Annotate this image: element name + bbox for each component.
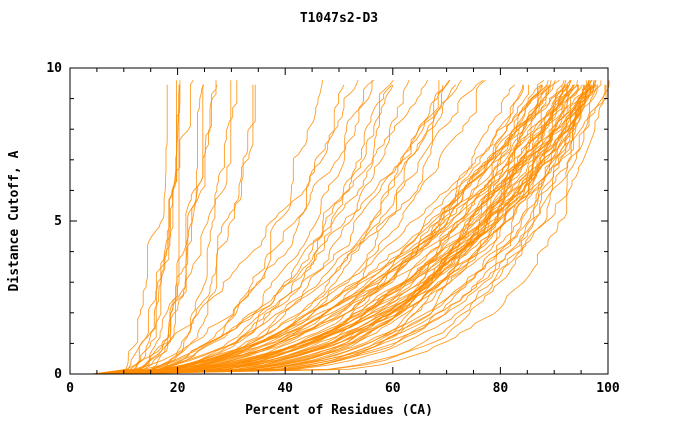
x-axis-label: Percent of Residues (CA) <box>245 403 433 418</box>
model-curve <box>106 84 578 375</box>
model-curve <box>93 80 232 375</box>
curve-lines-group <box>92 79 610 375</box>
y-axis-label: Distance Cutoff, A <box>7 150 22 291</box>
model-curve <box>101 84 218 375</box>
model-curve <box>105 79 450 375</box>
model-curve <box>104 79 560 375</box>
model-curve <box>102 84 393 375</box>
model-curve <box>92 84 565 375</box>
model-curve <box>104 79 593 375</box>
chart-title: T1047s2-D3 <box>300 11 378 26</box>
x-tick-label: 60 <box>385 381 401 396</box>
x-tick-label: 40 <box>277 381 293 396</box>
model-curve <box>106 80 571 375</box>
model-curve <box>100 84 444 375</box>
y-tick-label: 5 <box>54 214 62 229</box>
model-curve <box>106 84 256 375</box>
model-curve <box>109 84 597 375</box>
x-tick-label: 20 <box>170 381 186 396</box>
model-curve <box>109 84 457 375</box>
model-curve <box>110 80 238 375</box>
model-curve <box>97 80 595 375</box>
model-curve <box>98 84 579 375</box>
model-curve <box>98 79 451 375</box>
model-curve <box>111 80 595 375</box>
model-curve <box>105 80 590 375</box>
model-curve <box>95 79 194 375</box>
plot-frame <box>69 67 609 375</box>
model-curve <box>99 79 571 375</box>
x-tick-label: 0 <box>66 381 74 396</box>
model-curve <box>99 79 462 375</box>
model-curve <box>95 80 181 375</box>
model-curve <box>97 84 607 375</box>
model-curve <box>106 84 591 375</box>
model-curve <box>103 80 556 375</box>
model-curve <box>103 84 254 375</box>
y-tick-label: 10 <box>46 61 62 76</box>
model-curve <box>95 80 596 375</box>
model-curve <box>106 84 181 375</box>
model-curve <box>105 80 217 375</box>
model-curve <box>101 80 440 375</box>
tick-labels-group: 0 20 40 60 80 100 0 5 10 <box>46 61 620 396</box>
y-tick-label: 0 <box>54 367 62 382</box>
x-tick-label: 100 <box>596 381 620 396</box>
model-curve <box>94 84 606 375</box>
model-curve <box>106 84 205 375</box>
model-curve <box>111 84 394 375</box>
model-curve <box>95 84 543 375</box>
model-curve <box>99 79 394 375</box>
model-curve <box>97 80 177 375</box>
model-curve <box>94 80 359 375</box>
model-curve <box>104 84 345 375</box>
model-curve <box>98 80 610 375</box>
model-curve <box>99 79 375 375</box>
model-curve <box>112 79 486 375</box>
model-curve <box>95 79 593 375</box>
model-curve <box>93 84 168 375</box>
model-curve <box>116 80 429 375</box>
model-curve <box>98 84 180 375</box>
model-curve <box>107 80 410 375</box>
model-curve <box>102 79 484 375</box>
model-curve <box>101 84 204 375</box>
model-curve <box>99 84 550 375</box>
x-tick-label: 80 <box>493 381 509 396</box>
model-curve <box>95 80 578 375</box>
model-curve <box>103 84 567 375</box>
model-curve <box>95 84 583 375</box>
